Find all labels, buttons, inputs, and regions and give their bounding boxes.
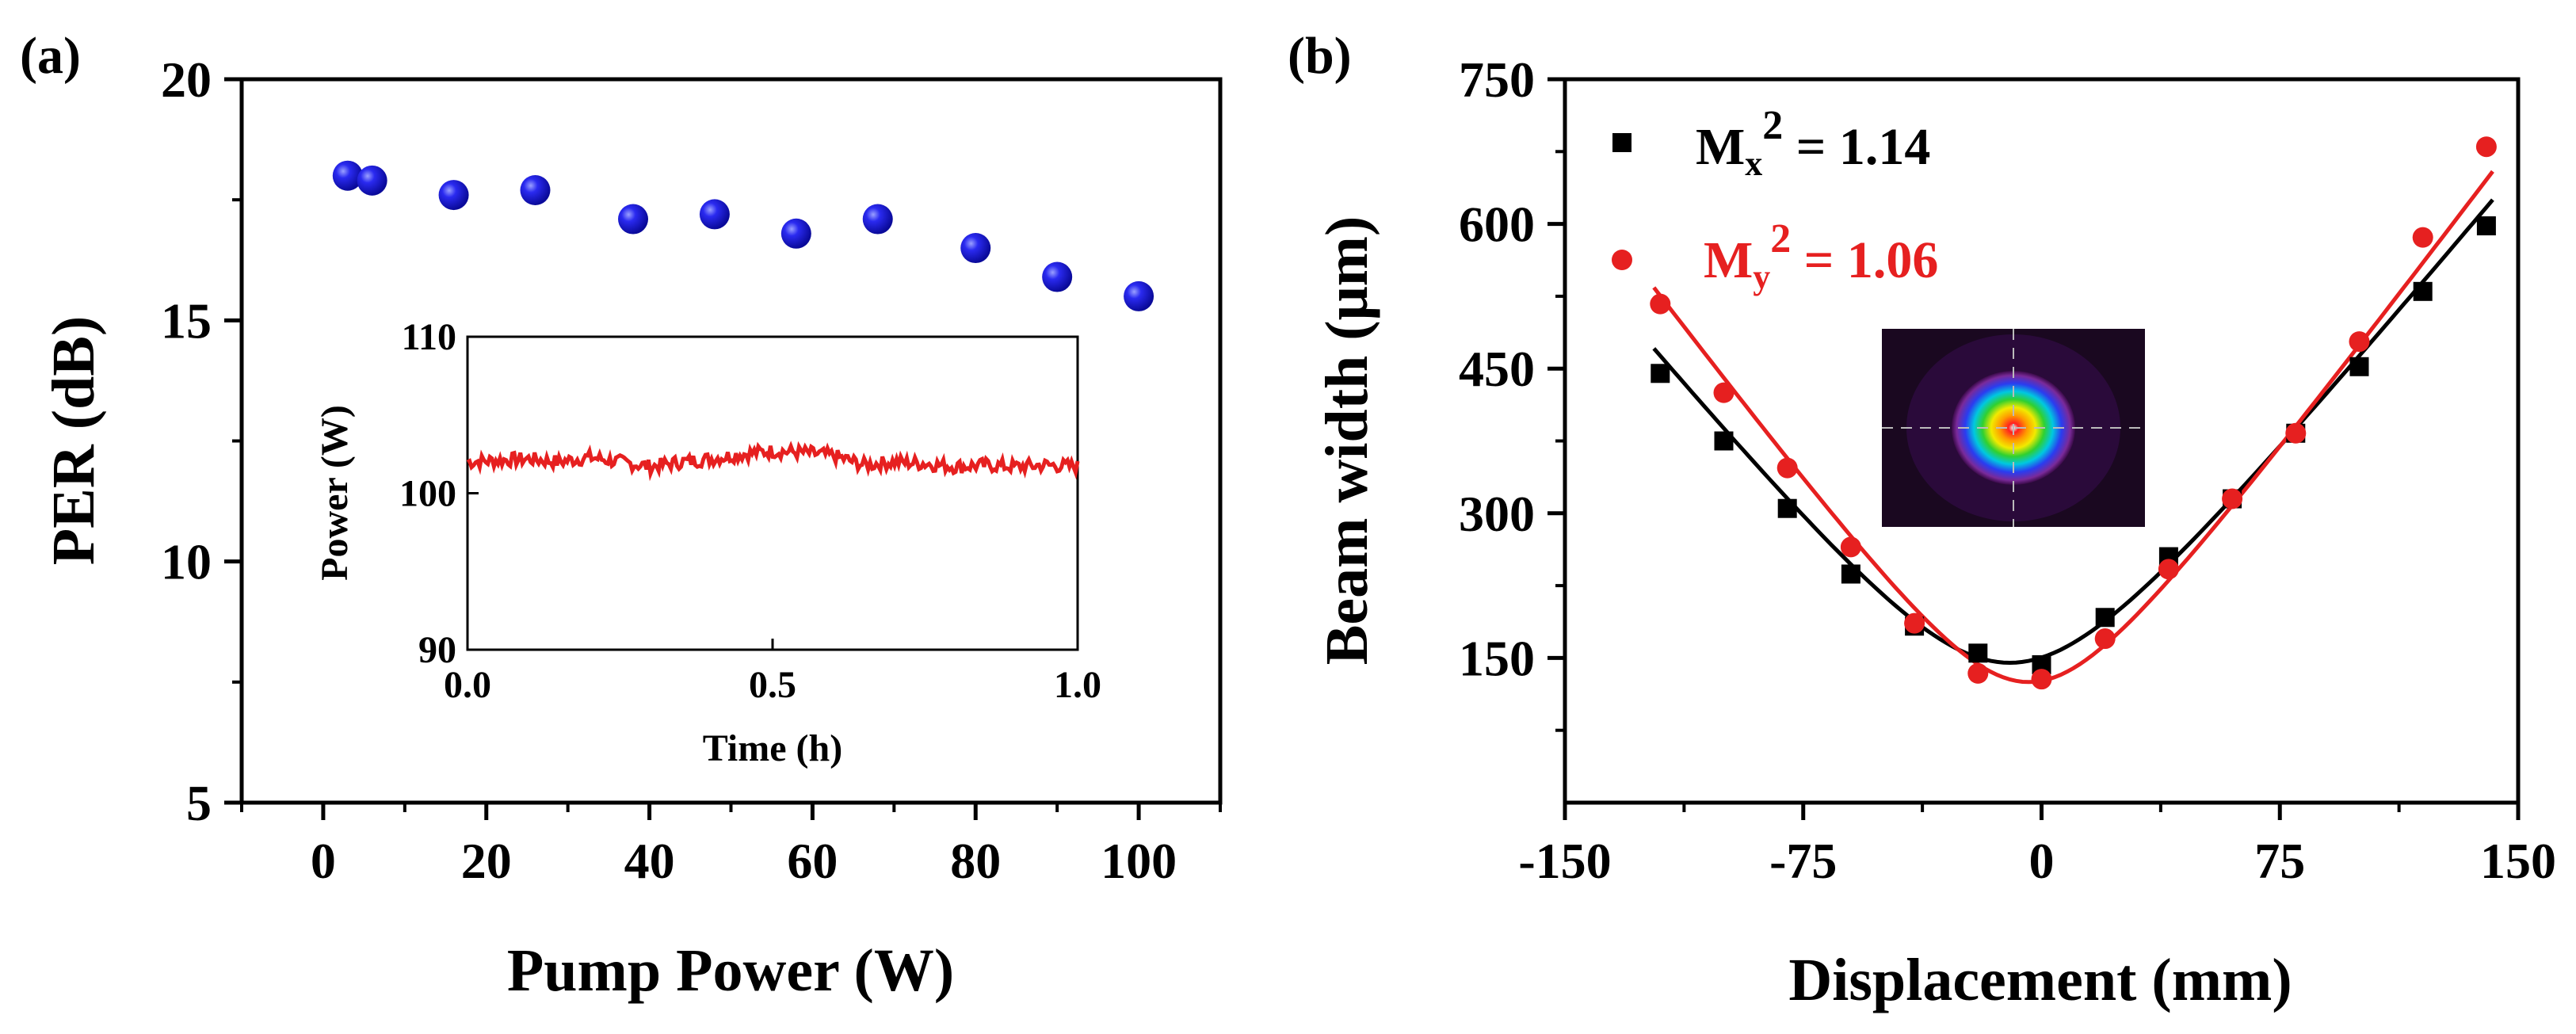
beam-width-y-point xyxy=(1650,293,1671,315)
per-point xyxy=(780,218,811,249)
beam-width-y-point xyxy=(2412,227,2433,248)
panel-a-xlabel: Pump Power (W) xyxy=(507,937,954,1004)
per-point xyxy=(960,233,991,264)
panel-b-points xyxy=(1650,136,2497,690)
b-xtick-label: -75 xyxy=(1769,833,1837,889)
inset-ytick-label: 90 xyxy=(418,629,456,671)
inset-xtick-label: 1.0 xyxy=(1054,664,1101,706)
panel-b-ylabel: Beam width (μm) xyxy=(1314,216,1380,666)
b-xtick-label: -150 xyxy=(1518,833,1611,889)
b-ytick-label: 150 xyxy=(1459,630,1535,686)
per-point xyxy=(618,204,648,235)
a-ytick-label: 20 xyxy=(161,52,212,108)
b-xtick-label: 75 xyxy=(2254,833,2305,889)
per-point xyxy=(357,165,387,196)
a-xtick-label: 80 xyxy=(950,833,1001,889)
panel-a-ticks: 0 20 40 60 80 100 5 10 15 20 xyxy=(161,52,1222,889)
beam-width-x-point xyxy=(2095,608,2115,628)
b-ytick-label: 750 xyxy=(1459,52,1535,108)
per-point xyxy=(862,204,893,235)
b-ytick-label: 600 xyxy=(1459,196,1535,253)
beam-width-y-point xyxy=(1967,662,1989,684)
b-xtick-label: 150 xyxy=(2480,833,2556,889)
inset-frame xyxy=(466,335,1079,651)
beam-width-y-point xyxy=(2475,136,2497,158)
beam-width-y-point xyxy=(2031,669,2052,690)
per-point xyxy=(332,160,363,191)
panel-b-ticks: -150 -75 0 75 150 150 300 450 600 750 xyxy=(1459,52,2556,889)
beam-width-y-point xyxy=(1904,612,1925,634)
per-point xyxy=(1124,280,1154,311)
inset-power-line xyxy=(466,441,1080,482)
per-point xyxy=(520,174,551,205)
a-xtick-label: 40 xyxy=(624,833,675,889)
beam-width-x-point xyxy=(1841,564,1860,584)
inset-xtick-label: 0.0 xyxy=(444,664,491,706)
panel-a: (a) 0 20 40 60 80 100 5 10 15 20 Pump Power (W) P… xyxy=(20,27,1223,1004)
panel-b-label: (b) xyxy=(1288,27,1352,85)
beam-width-x-point xyxy=(2413,281,2433,301)
legend-marker-y xyxy=(1612,250,1632,270)
panel-b-frame xyxy=(1563,77,2521,805)
per-point xyxy=(438,180,469,211)
beam-width-y-point xyxy=(1776,457,1798,479)
beam-width-x-point xyxy=(1714,431,1734,451)
beam-width-x-point xyxy=(1651,364,1670,383)
beam-width-x-point xyxy=(2349,357,2369,376)
beam-width-y-point xyxy=(2158,559,2179,580)
panel-b: (b) -150 -75 0 75 150 150 300 450 600 750 Mx2 = 1… xyxy=(1288,27,2556,1013)
beam-width-x-point xyxy=(1777,498,1797,518)
panel-b-xlabel: Displacement (mm) xyxy=(1788,947,2292,1013)
panel-a-points xyxy=(332,160,1154,311)
legend: Mx2 = 1.14 My2 = 1.06 xyxy=(1612,103,1938,296)
legend-entry-y: My2 = 1.06 xyxy=(1704,216,1938,296)
a-ytick-label: 10 xyxy=(161,534,212,590)
legend-marker-x xyxy=(1612,133,1631,152)
inset-xlabel: Time (h) xyxy=(703,727,842,769)
beam-width-x-point xyxy=(1968,643,1988,663)
panel-a-label: (a) xyxy=(20,27,81,85)
beam-width-y-point xyxy=(2222,488,2243,509)
a-xtick-label: 60 xyxy=(787,833,838,889)
beam-width-y-point xyxy=(1713,382,1735,403)
b-ytick-label: 300 xyxy=(1459,486,1535,542)
inset-ticks: 0.0 0.5 1.0 90 100 110 xyxy=(399,316,1101,706)
panel-a-ylabel: PER (dB) xyxy=(40,316,107,566)
panel-a-frame xyxy=(239,77,1223,805)
b-ytick-label: 450 xyxy=(1459,341,1535,397)
legend-entry-x: Mx2 = 1.14 xyxy=(1696,103,1930,183)
inset-ylabel: Power (W) xyxy=(314,405,356,581)
beam-width-x-point xyxy=(2476,216,2496,236)
a-xtick-label: 20 xyxy=(461,833,512,889)
a-xtick-label: 100 xyxy=(1101,833,1177,889)
panel-a-inset: 0.0 0.5 1.0 90 100 110 Time (h) Power (W) xyxy=(314,316,1101,769)
inset-ytick-label: 110 xyxy=(402,316,456,358)
a-ytick-label: 15 xyxy=(161,292,212,349)
b-xtick-label: 0 xyxy=(2029,833,2055,889)
per-point xyxy=(1042,261,1073,292)
beam-profile-inset xyxy=(1882,329,2145,527)
a-ytick-label: 5 xyxy=(186,775,212,831)
beam-width-y-point xyxy=(2094,628,2116,650)
beam-width-y-point xyxy=(2285,422,2307,444)
beam-width-y-point xyxy=(1840,536,1861,558)
beam-width-y-point xyxy=(2349,331,2370,353)
per-point xyxy=(699,199,730,230)
inset-ytick-label: 100 xyxy=(399,473,456,515)
a-xtick-label: 0 xyxy=(311,833,336,889)
inset-xtick-label: 0.5 xyxy=(749,664,796,706)
